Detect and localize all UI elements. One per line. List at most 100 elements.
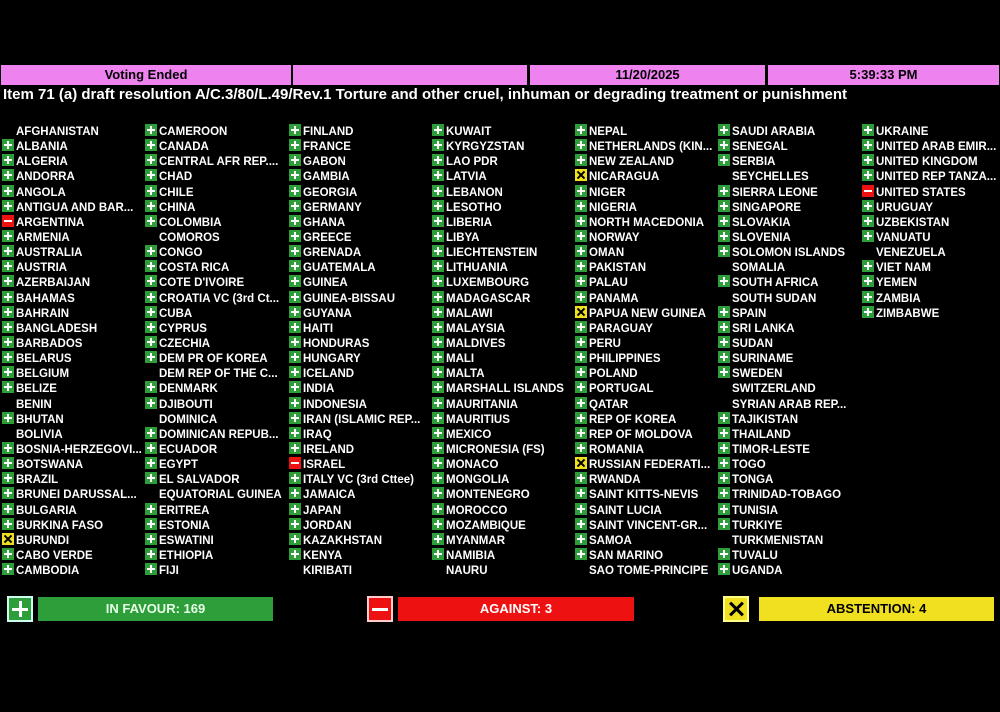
- plus-icon: [2, 184, 14, 197]
- country-row: BOSNIA-HERZEGOVI...: [2, 441, 147, 457]
- country-row: SOMALIA: [718, 260, 863, 275]
- no-vote-icon: [718, 169, 730, 181]
- country-name: KUWAIT: [446, 126, 492, 138]
- country-row: HUNGARY: [289, 351, 434, 366]
- plus-icon: [145, 275, 157, 288]
- country-name: CHINA: [159, 201, 196, 214]
- country-row: SYRIAN ARAB REP...: [718, 397, 863, 412]
- country-row: ICELAND: [289, 366, 434, 381]
- country-name: BELARUS: [16, 353, 72, 366]
- country-name: JAPAN: [303, 504, 342, 517]
- country-row: GHANA: [289, 214, 434, 230]
- country-name: UGANDA: [732, 565, 783, 578]
- country-row: AUSTRIA: [2, 260, 147, 275]
- plus-icon: [432, 381, 444, 394]
- country-row: CUBA: [145, 305, 290, 321]
- plus-icon: [289, 154, 301, 167]
- country-row: EGYPT: [145, 457, 290, 472]
- country-row: SAINT LUCIA: [575, 502, 720, 518]
- country-row: TONGA: [718, 472, 863, 487]
- plus-icon: [2, 441, 14, 454]
- country-name: ESWATINI: [159, 534, 214, 547]
- plus-icon: [289, 532, 301, 545]
- no-vote-icon: [432, 563, 444, 575]
- country-name: CAMBODIA: [16, 565, 80, 578]
- country-row: ANGOLA: [2, 184, 147, 200]
- plus-icon: [145, 124, 157, 136]
- country-row: MALI: [432, 351, 577, 366]
- plus-icon: [145, 396, 157, 409]
- plus-icon: [2, 547, 14, 560]
- no-vote-icon: [145, 366, 157, 378]
- country-name: BANGLADESH: [16, 322, 98, 335]
- plus-icon: [145, 457, 157, 470]
- country-row: TURKMENISTAN: [718, 533, 863, 548]
- country-name: BAHAMAS: [16, 292, 75, 305]
- country-name: AUSTRIA: [16, 262, 68, 275]
- country-name: DEM PR OF KOREA: [159, 353, 268, 366]
- country-row: ESTONIA: [145, 517, 290, 533]
- country-name: RUSSIAN FEDERATI...: [589, 459, 711, 472]
- country-row: HONDURAS: [289, 335, 434, 351]
- country-name: AUSTRALIA: [16, 247, 83, 260]
- no-vote-icon: [718, 381, 730, 393]
- country-row: ROMANIA: [575, 441, 720, 457]
- no-vote-icon: [145, 487, 157, 499]
- plus-icon: [432, 351, 444, 364]
- plus-icon: [718, 124, 730, 136]
- country-row: GUINEA-BISSAU: [289, 290, 434, 306]
- no-vote-icon: [145, 412, 157, 424]
- plus-icon: [432, 396, 444, 409]
- country-name: HAITI: [303, 322, 334, 335]
- plus-icon: [575, 426, 587, 439]
- country-name: SAUDI ARABIA: [732, 126, 816, 138]
- plus-icon: [432, 124, 444, 136]
- country-name: REP OF KOREA: [589, 413, 677, 426]
- country-row: VANUATU: [862, 229, 1000, 245]
- country-row: NIGERIA: [575, 199, 720, 215]
- country-row: CHAD: [145, 169, 290, 184]
- country-row: UKRAINE: [862, 124, 1000, 139]
- country-row: VIET NAM: [862, 260, 1000, 275]
- country-name: RWANDA: [589, 474, 641, 487]
- plus-icon: [718, 305, 730, 318]
- plus-icon: [2, 139, 14, 152]
- plus-icon: [2, 290, 14, 303]
- country-row: POLAND: [575, 366, 720, 381]
- country-name: BURKINA FASO: [16, 519, 104, 532]
- country-name: GUINEA-BISSAU: [303, 292, 396, 305]
- plus-icon: [718, 426, 730, 439]
- plus-icon: [718, 411, 730, 424]
- country-row: FIJI: [145, 563, 290, 578]
- no-vote-icon: [718, 291, 730, 303]
- plus-icon: [145, 320, 157, 333]
- country-name: PHILIPPINES: [589, 353, 661, 366]
- country-row: ISRAEL: [289, 457, 434, 472]
- country-row: TIMOR-LESTE: [718, 441, 863, 457]
- plus-icon: [145, 184, 157, 197]
- country-row: SLOVAKIA: [718, 214, 863, 230]
- country-name: INDONESIA: [303, 398, 367, 411]
- country-row: PARAGUAY: [575, 320, 720, 336]
- no-vote-icon: [862, 245, 874, 257]
- plus-icon: [718, 139, 730, 152]
- country-name: ZIMBABWE: [876, 307, 940, 320]
- country-row: BAHAMAS: [2, 290, 147, 306]
- country-name: SINGAPORE: [732, 201, 802, 214]
- country-row: CABO VERDE: [2, 547, 147, 563]
- country-row: CZECHIA: [145, 335, 290, 351]
- country-row: BENIN: [2, 397, 147, 412]
- country-row: ARGENTINA: [2, 214, 147, 230]
- country-name: BOSNIA-HERZEGOVI...: [16, 443, 142, 456]
- plus-icon: [862, 229, 874, 242]
- plus-icon: [145, 532, 157, 545]
- plus-icon: [575, 320, 587, 333]
- plus-icon: [575, 366, 587, 379]
- plus-icon: [718, 563, 730, 576]
- plus-icon: [432, 426, 444, 439]
- country-row: SAO TOME-PRINCIPE: [575, 563, 720, 578]
- country-name: SAINT LUCIA: [589, 504, 662, 517]
- plus-icon: [718, 441, 730, 454]
- country-row: AZERBAIJAN: [2, 275, 147, 290]
- plus-icon: [2, 260, 14, 273]
